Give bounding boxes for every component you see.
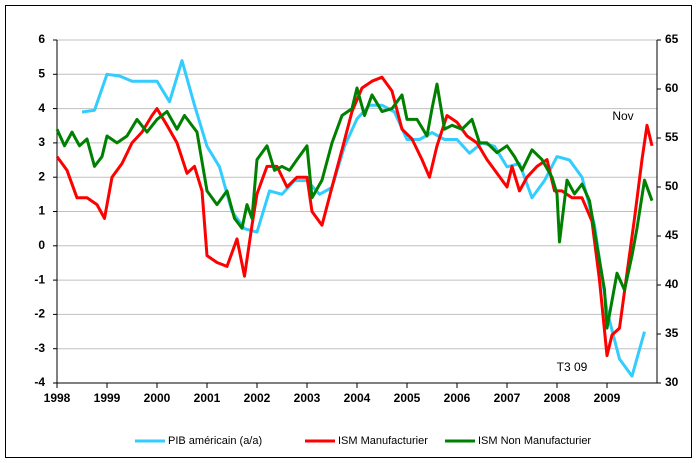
y2-tick-label: 65 [665,32,679,46]
legend-label: PIB américain (a/a) [168,435,262,447]
y-tick-label: -2 [34,307,45,321]
x-tick-label: 1999 [94,391,121,405]
x-tick-label: 2001 [194,391,221,405]
y2-tick-label: 55 [665,130,679,144]
y2-tick-label: 50 [665,179,679,193]
y2-tick-label: 45 [665,228,679,242]
y-tick-label: 3 [38,135,45,149]
annotation: Nov [612,109,633,123]
x-tick-label: 2005 [394,391,421,405]
legend-label: ISM Non Manufacturier [478,435,591,447]
y-tick-label: 6 [38,32,45,46]
y-tick-label: -3 [34,341,45,355]
x-tick-label: 2007 [494,391,521,405]
y-tick-label: 0 [38,238,45,252]
frame [5,5,692,458]
x-tick-label: 2006 [444,391,471,405]
x-tick-label: 2003 [294,391,321,405]
y-tick-label: 1 [38,204,45,218]
y-tick-label: -1 [34,272,45,286]
series-line [55,75,654,358]
x-tick-label: 2004 [344,391,371,405]
y-tick-label: -4 [34,375,45,389]
series-line [55,82,654,330]
y2-tick-label: 35 [665,326,679,340]
y2-tick-label: 40 [665,277,679,291]
x-tick-label: 2008 [544,391,571,405]
y2-tick-label: 60 [665,81,679,95]
y-tick-label: 5 [38,66,45,80]
y-tick-label: 4 [38,101,45,115]
y-tick-label: 2 [38,169,45,183]
x-tick-label: 2000 [144,391,171,405]
x-tick-label: 2009 [594,391,621,405]
y2-tick-label: 30 [665,375,679,389]
x-tick-label: 1998 [44,391,71,405]
x-tick-label: 2002 [244,391,271,405]
legend-label: ISM Manufacturier [338,435,428,447]
annotation: T3 09 [557,360,588,374]
